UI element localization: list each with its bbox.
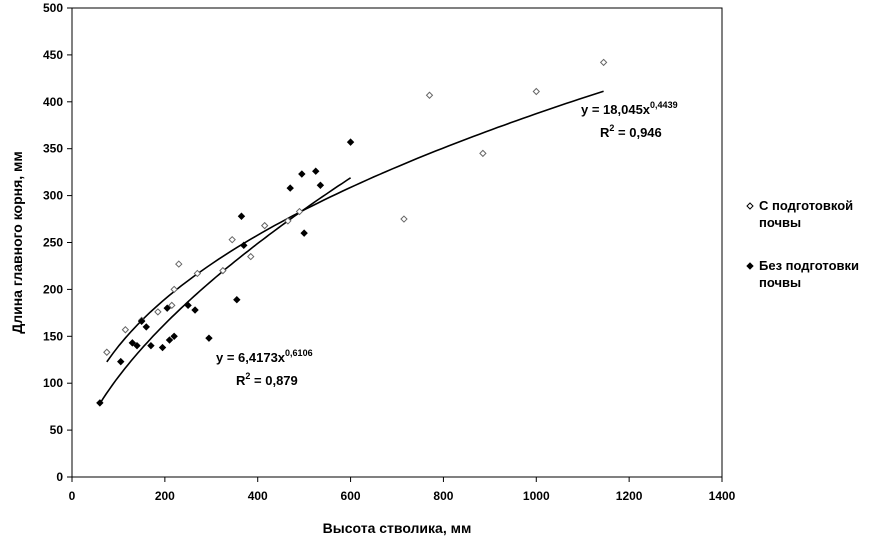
y-tick-label: 400 <box>43 95 63 109</box>
data-point-series-2 <box>184 301 192 310</box>
data-point-series-2 <box>191 306 199 314</box>
legend-entry-series-1: С подготовкой почвы <box>746 198 853 230</box>
data-point-series-1 <box>193 269 202 278</box>
data-point-series-1 <box>154 308 162 316</box>
data-point-series-2 <box>165 336 174 344</box>
data-point-series-1 <box>599 58 608 67</box>
y-tick-label: 100 <box>43 376 63 390</box>
data-point-series-2 <box>147 341 155 350</box>
data-point-series-1 <box>532 87 540 96</box>
y-tick-label: 300 <box>43 189 63 203</box>
x-tick-label: 800 <box>433 489 453 503</box>
data-point-series-1 <box>247 252 255 261</box>
y-tick-label: 0 <box>56 470 63 484</box>
x-tick-label: 600 <box>341 489 361 503</box>
legend-marker-open-diamond <box>746 202 754 210</box>
data-point-series-1 <box>170 285 178 294</box>
y-tick-label: 450 <box>43 48 63 62</box>
r2-exponent: 2 <box>245 371 250 381</box>
data-point-series-2 <box>298 170 306 178</box>
trendline-series-2 <box>99 177 352 405</box>
x-axis: 0 200 400 600 800 1000 1200 1400 <box>69 477 736 503</box>
data-point-series-2 <box>163 304 171 312</box>
x-tick-label: 200 <box>155 489 175 503</box>
data-point-series-2 <box>137 317 146 325</box>
data-point-series-2 <box>142 323 150 331</box>
trendline-series-1 <box>106 90 604 363</box>
r2-exponent: 2 <box>609 123 614 133</box>
x-tick-label: 1000 <box>523 489 550 503</box>
data-point-series-2 <box>170 332 178 341</box>
legend: С подготовкой почвы Без подготовки почвы <box>746 198 859 290</box>
y-tick-label: 50 <box>50 423 64 437</box>
data-point-series-2 <box>128 339 137 347</box>
x-tick-label: 1200 <box>616 489 643 503</box>
y-tick-label: 250 <box>43 236 63 250</box>
r-squared-series-2: R2 = 0,879 <box>236 371 298 388</box>
r2-base: R <box>600 125 610 140</box>
data-point-series-2 <box>286 184 294 192</box>
data-point-series-1 <box>425 91 434 99</box>
equation-exponent: 0,6106 <box>285 348 313 358</box>
data-point-series-1 <box>228 235 236 244</box>
data-point-series-2 <box>158 343 167 352</box>
x-axis-title: Высота стволика, мм <box>323 520 472 536</box>
y-axis: 0 50 100 150 200 250 300 350 400 450 500 <box>43 1 72 484</box>
legend-entry-series-2: Без подготовки почвы <box>746 258 859 290</box>
plot-frame <box>71 7 723 478</box>
x-tick-label: 0 <box>69 489 76 503</box>
data-point-series-1 <box>103 348 111 356</box>
y-tick-label: 200 <box>43 282 63 296</box>
data-points <box>96 58 608 407</box>
equation-base: y = 18,045x <box>581 102 651 117</box>
equation-base: y = 6,4173x <box>216 350 286 365</box>
data-point-series-2 <box>117 357 125 366</box>
data-point-series-1 <box>219 266 227 275</box>
equation-exponent: 0,4439 <box>650 100 678 110</box>
data-point-series-2 <box>205 334 213 342</box>
legend-label: почвы <box>759 215 801 230</box>
data-point-series-1 <box>400 215 408 223</box>
data-point-series-2 <box>300 229 308 237</box>
y-tick-label: 350 <box>43 142 63 156</box>
x-tick-label: 1400 <box>709 489 736 503</box>
data-point-series-1 <box>168 301 176 310</box>
trendlines <box>99 90 604 405</box>
data-point-series-1 <box>260 221 269 230</box>
trend-equation-series-1: y = 18,045x0,4439 <box>581 100 678 117</box>
data-point-series-2 <box>312 167 320 175</box>
legend-label: почвы <box>759 275 801 290</box>
data-point-series-1 <box>479 149 487 158</box>
y-tick-label: 150 <box>43 329 63 343</box>
data-point-series-2 <box>233 296 241 304</box>
trend-equation-series-2: y = 6,4173x0,6106 <box>216 348 313 365</box>
data-point-series-1 <box>295 207 304 216</box>
data-point-series-2 <box>240 241 248 250</box>
r2-value: = 0,946 <box>614 125 661 140</box>
legend-label: С подготовкой <box>759 198 853 213</box>
y-axis-title: Длина главного корня, мм <box>9 151 25 334</box>
data-point-series-2 <box>237 212 246 220</box>
data-point-series-1 <box>175 260 183 268</box>
r-squared-series-1: R2 = 0,946 <box>600 123 662 140</box>
data-point-series-2 <box>346 138 355 146</box>
r2-base: R <box>236 373 246 388</box>
data-point-series-2 <box>316 181 325 189</box>
data-point-series-2 <box>96 399 104 407</box>
y-tick-label: 500 <box>43 1 63 15</box>
r2-value: = 0,879 <box>250 373 297 388</box>
data-point-series-2 <box>133 341 141 350</box>
data-point-series-1 <box>121 326 130 334</box>
legend-label: Без подготовки <box>759 258 859 273</box>
plot-area <box>71 7 723 478</box>
data-point-series-1 <box>284 217 292 225</box>
legend-marker-filled-diamond <box>746 262 754 270</box>
x-tick-label: 400 <box>248 489 268 503</box>
